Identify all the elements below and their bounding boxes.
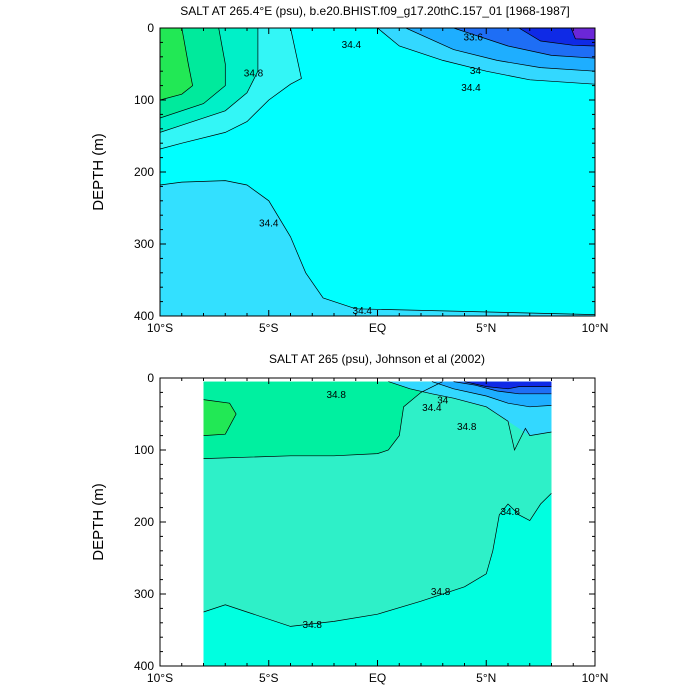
contour-label: 33.6	[463, 33, 483, 44]
x-tick-label: 5°N	[476, 671, 496, 685]
contour-line	[453, 28, 595, 59]
contour-line	[431, 381, 552, 408]
contour-line	[160, 28, 193, 101]
contour-label: 34	[437, 396, 449, 407]
contour-label: 34	[470, 66, 482, 77]
x-tick-label: EQ	[369, 321, 386, 335]
contour-label: 34.8	[457, 422, 477, 433]
contour-line	[203, 399, 237, 436]
y-tick-label: 0	[147, 371, 154, 385]
contour-label: 34.4	[342, 40, 362, 51]
contour-line	[160, 180, 595, 315]
contour-fill-34-9	[203, 381, 443, 459]
plot-area: 34.4 33.6 34.8 34 34.4 34.4 34.4 10°S 5°S EQ 5°N 10…	[134, 21, 608, 335]
y-tick-label: 200	[134, 165, 154, 179]
contour-label: 34.4	[259, 218, 279, 229]
contour-line	[377, 28, 595, 85]
panel-observations: SALT AT 265 (psu), Johnson et al (2002) …	[90, 352, 608, 685]
y-axis-label: DEPTH (m)	[90, 133, 107, 211]
contour-line	[405, 28, 595, 72]
x-tick-label: 5°S	[259, 321, 278, 335]
y-tick-label: 0	[147, 21, 154, 35]
panel-title: SALT AT 265.4°E (psu), b.e20.BHIST.f09_g…	[180, 4, 570, 18]
contour-fill-35-1	[160, 28, 193, 100]
contour-line	[160, 28, 226, 119]
contour-label: 34.8	[326, 390, 346, 401]
contour-label: 34.8	[500, 507, 520, 518]
x-tick-label: 5°N	[476, 321, 496, 335]
missing-data-mask	[160, 378, 204, 666]
contour-line	[160, 28, 259, 133]
y-axis-label: DEPTH (m)	[90, 483, 107, 561]
contour-label: 34.4	[353, 306, 373, 317]
y-tick-label: 400	[134, 309, 154, 323]
contour-fill-34-3	[160, 180, 595, 316]
x-tick-label: 10°N	[582, 671, 609, 685]
contour-line	[453, 381, 552, 395]
x-tick-label: EQ	[369, 671, 386, 685]
y-tick-label: 100	[134, 443, 154, 457]
panel-model: SALT AT 265.4°E (psu), b.e20.BHIST.f09_g…	[90, 4, 608, 335]
contour-line	[160, 28, 302, 150]
y-tick-label: 300	[134, 587, 154, 601]
x-tick-label: 10°S	[147, 321, 173, 335]
y-tick-label: 100	[134, 93, 154, 107]
x-tick-label: 5°S	[259, 671, 278, 685]
contour-line	[518, 28, 595, 47]
plot-body: 34.4 33.6 34.8 34 34.4 34.4 34.4	[160, 28, 595, 317]
y-tick-label: 400	[134, 659, 154, 673]
panel-title: SALT AT 265 (psu), Johnson et al (2002)	[269, 352, 485, 366]
y-tick-label: 300	[134, 237, 154, 251]
contour-line	[388, 381, 552, 452]
contour-label: 34.8	[244, 69, 264, 80]
contour-line	[570, 28, 595, 40]
missing-data-mask	[551, 378, 595, 666]
contour-fill-34-7	[203, 493, 552, 666]
contour-label: 34.8	[431, 587, 451, 598]
contour-fill-33-5	[571, 28, 595, 40]
contour-fill-35-1	[203, 381, 237, 436]
contour-line	[203, 381, 443, 459]
contour-label: 34.4	[461, 83, 481, 94]
contour-label: 34.4	[422, 403, 442, 414]
contour-label: 34.8	[303, 620, 323, 631]
contour-line	[464, 381, 552, 390]
x-tick-label: 10°N	[582, 321, 609, 335]
x-tick-label: 10°S	[147, 671, 173, 685]
contour-line	[203, 492, 552, 627]
y-tick-label: 200	[134, 515, 154, 529]
